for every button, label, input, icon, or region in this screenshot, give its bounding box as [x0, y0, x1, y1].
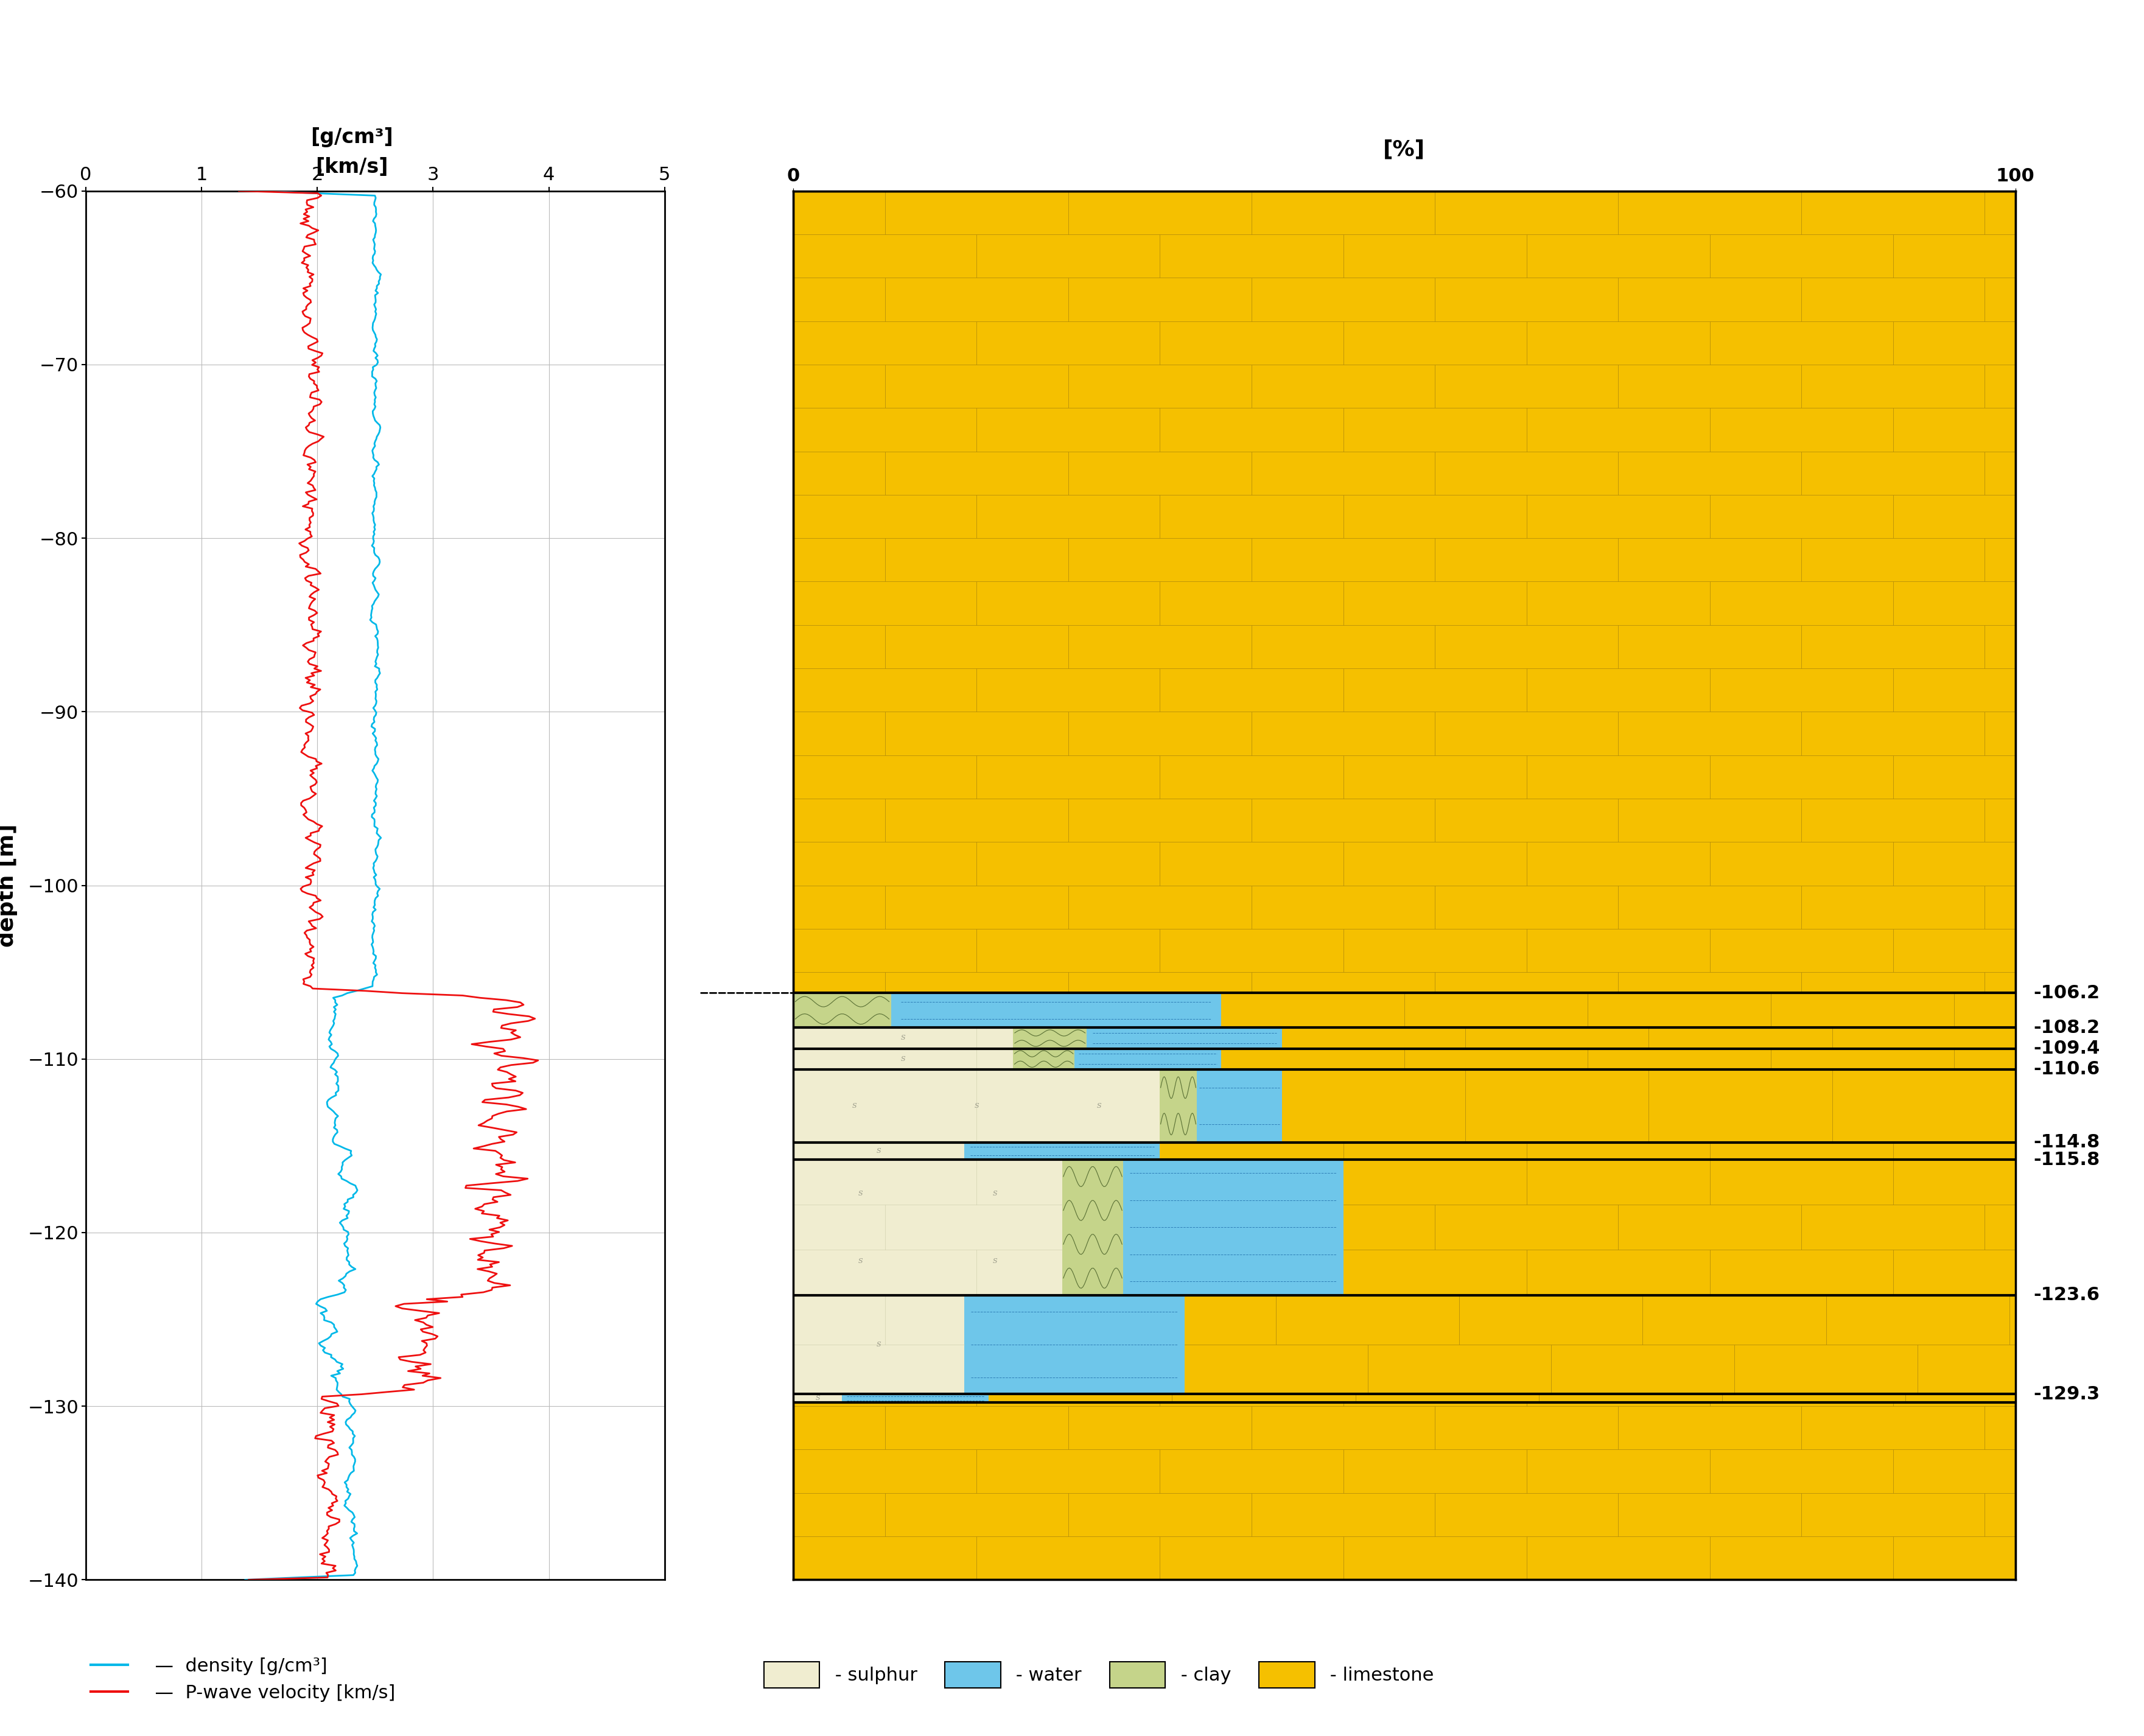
- Text: [g/cm³]: [g/cm³]: [311, 127, 392, 148]
- Bar: [793, 1069, 1160, 1142]
- Text: -123.6: -123.6: [2035, 1286, 2099, 1304]
- Text: S: S: [900, 1035, 905, 1042]
- Bar: [793, 1160, 1061, 1295]
- Bar: [1220, 1049, 2015, 1069]
- Bar: [1282, 1069, 2015, 1142]
- Bar: [793, 1028, 1014, 1049]
- Text: S: S: [900, 1055, 905, 1062]
- Text: -115.8: -115.8: [2035, 1151, 2101, 1168]
- Bar: [892, 993, 1222, 1028]
- Bar: [793, 993, 892, 1028]
- Title: [%]: [%]: [1383, 139, 1426, 160]
- Bar: [1220, 993, 2015, 1028]
- Bar: [1160, 1069, 1196, 1142]
- Bar: [793, 1142, 965, 1160]
- Text: S: S: [858, 1191, 862, 1196]
- Bar: [1183, 1295, 2015, 1394]
- Legend:   —  density [g/cm³],   —  P-wave velocity [km/s]: — density [g/cm³], — P-wave velocity [km…: [84, 1649, 403, 1710]
- Text: -108.2: -108.2: [2035, 1019, 2101, 1036]
- Text: S: S: [815, 1396, 819, 1401]
- Bar: [1014, 1049, 1074, 1069]
- Bar: [843, 1394, 988, 1403]
- Bar: [1074, 1049, 1220, 1069]
- Bar: [1196, 1069, 1282, 1142]
- Text: S: S: [993, 1259, 997, 1264]
- Bar: [988, 1394, 2015, 1403]
- Legend:  - sulphur,  - water,  - clay,  - limestone: - sulphur, - water, - clay, - limestone: [757, 1654, 1441, 1696]
- Bar: [793, 1049, 1014, 1069]
- Text: -114.8: -114.8: [2035, 1134, 2101, 1151]
- Text: -109.4: -109.4: [2035, 1040, 2101, 1057]
- Text: S: S: [877, 1342, 881, 1347]
- Bar: [793, 1295, 965, 1394]
- Text: S: S: [851, 1102, 858, 1109]
- Y-axis label: depth [m]: depth [m]: [0, 823, 17, 948]
- Bar: [793, 1394, 843, 1403]
- Bar: [1087, 1028, 1282, 1049]
- Text: S: S: [858, 1259, 862, 1264]
- Bar: [965, 1295, 1183, 1394]
- Text: S: S: [877, 1147, 881, 1154]
- Text: -129.3: -129.3: [2035, 1385, 2101, 1403]
- Bar: [1282, 1028, 2015, 1049]
- Text: [km/s]: [km/s]: [315, 156, 388, 177]
- Bar: [1061, 1160, 1123, 1295]
- Bar: [1123, 1160, 1342, 1295]
- Text: S: S: [973, 1102, 980, 1109]
- Bar: [1014, 1028, 1087, 1049]
- Text: S: S: [1096, 1102, 1102, 1109]
- Bar: [965, 1142, 1160, 1160]
- Bar: [1342, 1160, 2015, 1295]
- Bar: [1160, 1142, 2015, 1160]
- Text: S: S: [993, 1191, 997, 1196]
- Text: -106.2: -106.2: [2035, 984, 2101, 1002]
- Text: -110.6: -110.6: [2035, 1061, 2101, 1078]
